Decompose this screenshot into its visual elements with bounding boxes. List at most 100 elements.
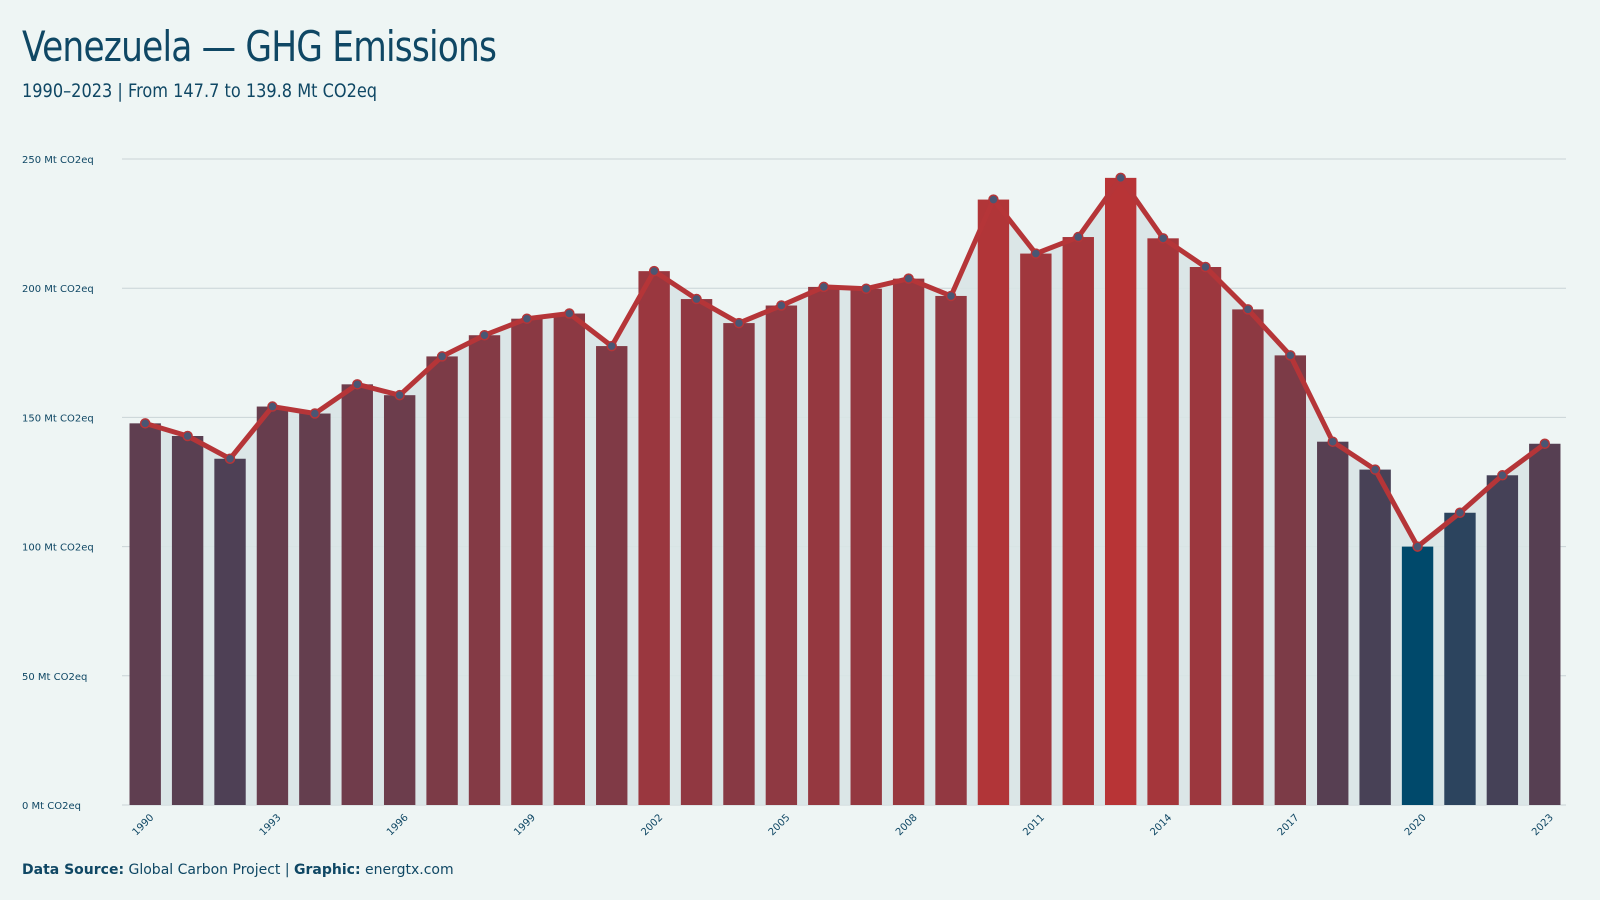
- bar-1999: [511, 318, 543, 805]
- point-1999: [521, 313, 533, 324]
- bar-2021: [1444, 512, 1476, 805]
- chart-subtitle: 1990–2023 | From 147.7 to 139.8 Mt CO2eq: [22, 80, 378, 102]
- x-tick-label: 1990: [131, 812, 157, 838]
- x-tick-label: 1993: [258, 812, 284, 838]
- point-1998: [479, 329, 490, 341]
- source-label: Data Source:: [22, 862, 125, 878]
- graphic-value: energtx.com: [365, 862, 454, 878]
- y-axis-ticks: 0 Mt CO2eq 50 Mt CO2eq 100 Mt CO2eq 150 Mt …: [22, 155, 94, 812]
- bar-2013: [1104, 177, 1137, 805]
- bar-1998: [468, 335, 501, 805]
- bar-2022: [1486, 475, 1519, 805]
- point-1997: [436, 351, 448, 362]
- point-2011: [1030, 248, 1042, 259]
- y-tick-label: 50 Mt CO2eq: [22, 672, 87, 683]
- bar-2010: [977, 199, 1010, 806]
- bar-2023: [1529, 443, 1561, 805]
- point-2017: [1285, 350, 1296, 361]
- bar-1995: [341, 384, 373, 805]
- point-1995: [352, 379, 363, 390]
- point-2008: [903, 273, 914, 284]
- bar-1990: [129, 423, 161, 805]
- point-1993: [267, 401, 278, 412]
- y-tick-label: 200 Mt CO2eq: [22, 284, 94, 295]
- point-2014: [1157, 233, 1169, 244]
- y-tick-label: 250 Mt CO2eq: [22, 155, 94, 166]
- point-1990: [139, 418, 151, 429]
- bar-2008: [892, 278, 925, 806]
- point-2006: [818, 281, 830, 293]
- bar-2003: [680, 299, 713, 805]
- graphic-label: Graphic:: [294, 862, 361, 878]
- bar-2001: [596, 346, 628, 805]
- bar-2005: [765, 305, 798, 805]
- point-2002: [648, 265, 660, 277]
- separator: |: [284, 862, 290, 878]
- point-2016: [1242, 304, 1254, 315]
- source-value: Global Carbon Project: [128, 862, 281, 878]
- x-axis-ticks: 1990 1993 1996 1999 2002 2005 2008 2011 2014 2017…: [131, 812, 1556, 838]
- bar-2007: [850, 288, 882, 805]
- x-tick-label: 2005: [767, 812, 793, 838]
- bar-2012: [1062, 237, 1094, 805]
- data-points: [139, 172, 1551, 552]
- point-2003: [691, 293, 702, 305]
- trend-line: [142, 175, 1548, 550]
- source-note: Data Source: Global Carbon Project | Gra…: [22, 862, 454, 878]
- bar-2014: [1147, 238, 1179, 805]
- point-2005: [776, 300, 787, 311]
- bar-2011: [1020, 253, 1052, 805]
- point-2000: [564, 308, 575, 319]
- point-2010: [988, 194, 999, 205]
- bar-1992: [214, 458, 246, 805]
- point-2013: [1115, 172, 1126, 184]
- bar-2016: [1232, 309, 1264, 805]
- point-2023: [1539, 438, 1551, 450]
- bars: [129, 177, 1561, 806]
- bar-2020: [1401, 546, 1434, 805]
- point-2009: [945, 290, 957, 302]
- point-1994: [309, 408, 321, 419]
- x-tick-label: 2014: [1148, 812, 1174, 838]
- bar-2018: [1317, 441, 1349, 805]
- point-1996: [394, 389, 405, 401]
- point-2012: [1073, 231, 1084, 243]
- point-1991: [182, 430, 193, 442]
- point-2020: [1412, 541, 1423, 552]
- point-2021: [1454, 507, 1466, 518]
- y-tick-label: 100 Mt CO2eq: [22, 543, 94, 554]
- trend-line-path: [142, 175, 1548, 550]
- x-tick-label: 2023: [1530, 812, 1556, 838]
- point-2022: [1497, 470, 1508, 481]
- x-tick-label: 1996: [385, 812, 411, 838]
- bar-1994: [299, 413, 331, 805]
- x-tick-label: 2011: [1021, 812, 1047, 838]
- bar-2006: [808, 286, 840, 806]
- bar-2015: [1189, 267, 1222, 805]
- bar-1996: [383, 395, 416, 805]
- point-1992: [224, 453, 236, 464]
- point-2018: [1327, 436, 1338, 447]
- bar-1991: [171, 436, 204, 805]
- chart-title: Venezuela — GHG Emissions: [22, 22, 497, 71]
- point-2007: [860, 283, 872, 294]
- point-2004: [733, 317, 745, 329]
- x-tick-label: 1999: [512, 812, 538, 838]
- bar-2019: [1359, 469, 1391, 805]
- y-tick-label: 150 Mt CO2eq: [22, 413, 94, 424]
- point-2019: [1369, 464, 1381, 475]
- x-tick-label: 2002: [639, 812, 665, 838]
- point-2015: [1200, 261, 1211, 273]
- bar-1997: [426, 356, 458, 805]
- x-tick-label: 2008: [894, 812, 920, 838]
- x-tick-label: 2017: [1276, 812, 1302, 838]
- bar-1993: [256, 406, 289, 805]
- y-tick-label: 0 Mt CO2eq: [22, 801, 81, 812]
- bar-2009: [935, 295, 967, 805]
- bar-2017: [1274, 355, 1307, 805]
- bar-2000: [553, 313, 586, 805]
- bar-2002: [638, 271, 670, 805]
- point-2001: [606, 340, 617, 352]
- x-tick-label: 2020: [1403, 812, 1429, 838]
